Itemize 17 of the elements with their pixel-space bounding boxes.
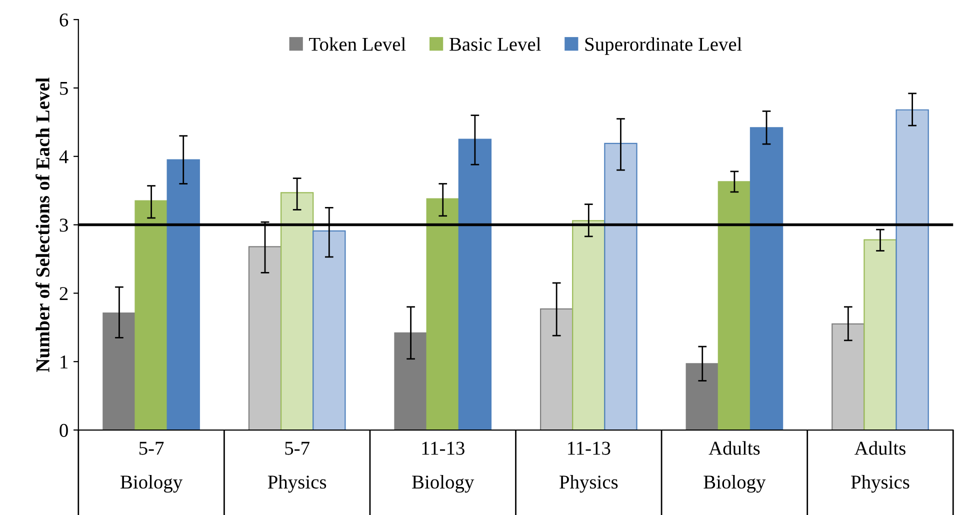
- legend-label: Basic Level: [450, 37, 541, 51]
- x-tick-label: Adults Biology: [704, 441, 766, 493]
- legend-label: Token Level: [309, 37, 406, 51]
- y-tick-label: 6: [60, 13, 68, 27]
- x-tick-label: Adults Physics: [851, 441, 910, 493]
- x-tick-label: 11-13 Biology: [412, 442, 474, 493]
- x-tick-label: 11-13 Physics: [560, 442, 618, 493]
- y-axis-title: Number of Selections of Each Level: [36, 78, 50, 372]
- y-tick-label: 2: [60, 287, 68, 300]
- x-tick-label: 5-7 Physics: [268, 442, 326, 493]
- y-tick-label: 1: [60, 356, 68, 368]
- y-tick-label: 3: [60, 218, 68, 232]
- y-tick-label: 5: [60, 82, 68, 95]
- legend-label: Superordinate Level: [585, 37, 742, 55]
- y-tick-label: 0: [60, 424, 68, 437]
- y-tick-label: 4: [59, 150, 68, 164]
- x-tick-label: 5-7 Biology: [120, 442, 183, 493]
